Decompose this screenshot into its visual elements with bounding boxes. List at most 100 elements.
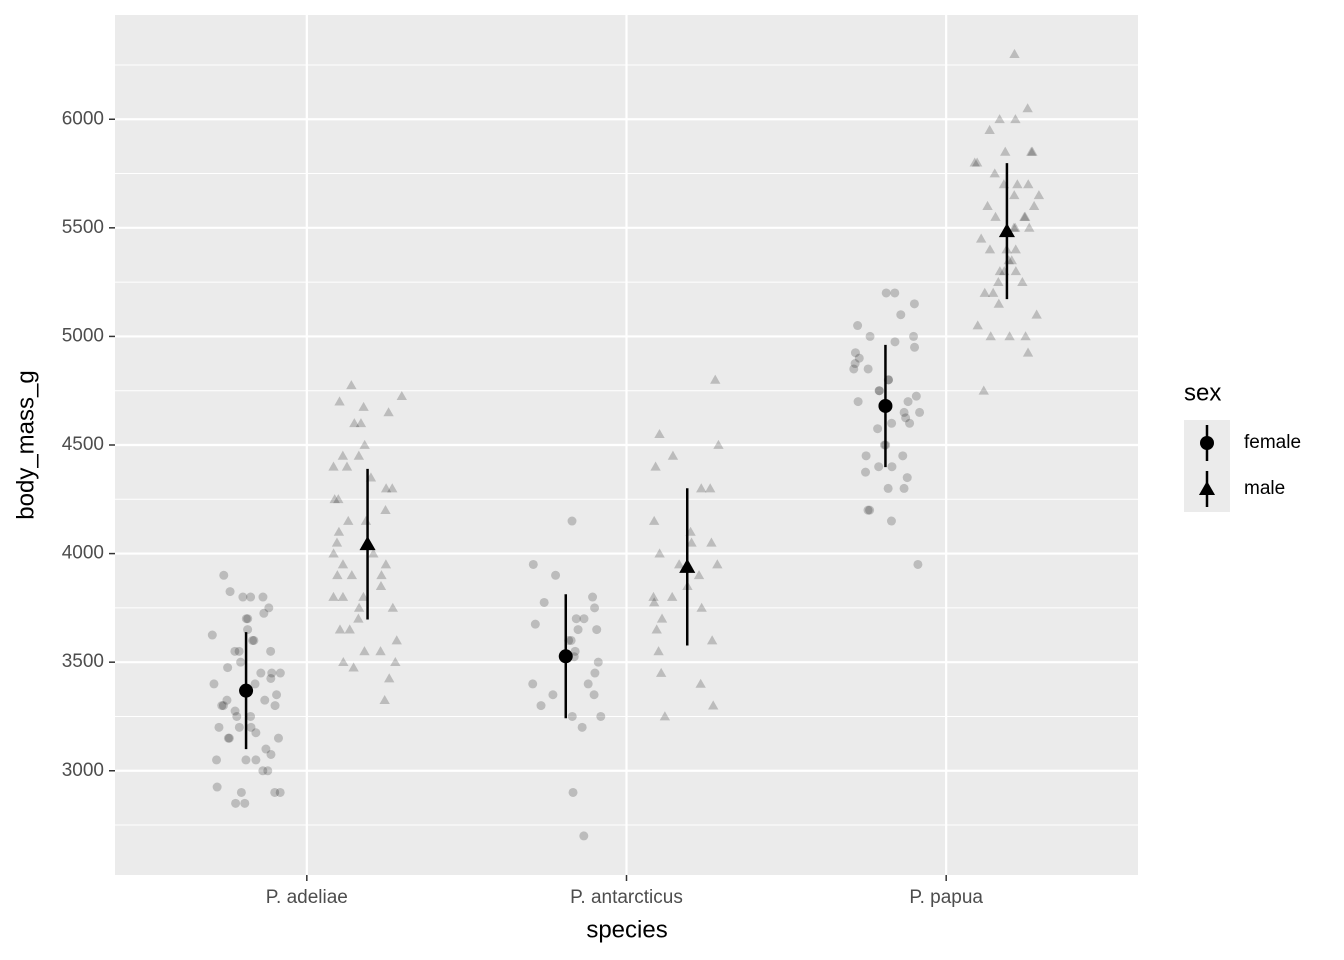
jitter-point	[270, 701, 280, 711]
jitter-point	[243, 625, 253, 635]
jitter-point	[567, 516, 577, 526]
jitter-point	[379, 695, 390, 705]
jitter-point	[648, 591, 659, 601]
jitter-point	[261, 744, 271, 754]
jitter-point	[343, 515, 354, 525]
jitter-point	[696, 483, 707, 493]
jitter-point	[359, 439, 370, 449]
jitter-point	[232, 711, 242, 721]
jitter-point	[873, 424, 883, 434]
jitter-point	[390, 656, 401, 667]
jitter-point	[222, 695, 232, 705]
legend-symbol	[1198, 480, 1216, 496]
jitter-point	[275, 668, 285, 678]
jitter-point	[571, 614, 581, 624]
jitter-point	[259, 608, 269, 618]
y-tick-label: 4000	[62, 543, 104, 564]
jitter-point	[236, 787, 246, 797]
jitter-point	[376, 570, 387, 580]
jitter-point	[273, 733, 283, 743]
mean-point	[359, 536, 376, 551]
jitter-point	[1024, 222, 1035, 232]
jitter-point	[982, 200, 993, 210]
y-axis-title: body_mass_g	[12, 370, 39, 519]
jitter-point	[348, 662, 359, 672]
jitter-point	[573, 625, 583, 635]
jitter-point	[217, 701, 227, 711]
jitter-point	[909, 299, 919, 309]
jitter-point	[1006, 255, 1017, 265]
jitter-point	[910, 342, 920, 352]
jitter-point	[212, 782, 222, 792]
jitter-point	[334, 624, 346, 634]
jitter-point	[260, 695, 270, 705]
jitter-point	[328, 591, 339, 601]
jitter-point	[1026, 146, 1037, 156]
mean-point	[558, 649, 573, 664]
jitter-point	[590, 668, 600, 678]
jitter-point	[258, 766, 268, 776]
jitter-point	[1010, 114, 1021, 124]
jitter-point	[258, 592, 268, 602]
jitter-point	[241, 755, 251, 765]
jitter-point	[548, 690, 558, 700]
jitter-point	[1022, 103, 1033, 113]
jitter-point	[256, 668, 266, 678]
y-tick-label: 5500	[62, 217, 104, 238]
jitter-point	[349, 418, 360, 428]
jitter-point	[993, 298, 1004, 308]
jitter-point	[1028, 200, 1040, 210]
jitter-point	[674, 559, 685, 569]
jitter-point	[219, 570, 229, 580]
mean-point	[878, 398, 893, 413]
jitter-point	[387, 483, 398, 493]
jitter-point	[567, 711, 577, 721]
jitter-point	[865, 505, 875, 515]
jitter-point	[380, 504, 391, 515]
jitter-point	[272, 690, 282, 700]
jitter-point	[590, 603, 600, 613]
jitter-point	[903, 397, 913, 407]
jitter-point	[975, 233, 987, 243]
jitter-point	[234, 646, 244, 656]
jitter-point	[886, 516, 896, 526]
jitter-point	[1008, 222, 1020, 232]
jitter-point	[905, 418, 915, 428]
jitter-point	[706, 635, 718, 645]
jitter-point	[1031, 309, 1042, 319]
jitter-point	[528, 679, 538, 689]
jitter-point	[649, 515, 660, 525]
jitter-point	[209, 679, 219, 689]
y-tick-label: 5000	[62, 325, 104, 346]
jitter-point	[270, 787, 280, 797]
jitter-point	[1009, 48, 1020, 58]
jitter-point	[901, 413, 911, 423]
jitter-point	[238, 592, 248, 602]
jitter-point	[985, 331, 996, 341]
jitter-point	[989, 168, 1000, 178]
jitter-point	[850, 348, 860, 358]
jitter-point	[874, 386, 884, 396]
jitter-point	[994, 266, 1006, 276]
jitter-point	[706, 537, 717, 547]
jitter-point	[887, 462, 897, 472]
jitter-point	[384, 673, 395, 683]
jitter-point	[333, 494, 344, 504]
jitter-point	[577, 722, 587, 732]
jitter-point	[358, 591, 369, 601]
jitter-point	[863, 364, 873, 374]
jitter-point	[984, 244, 996, 254]
jitter-point	[355, 418, 367, 428]
jitter-point	[338, 656, 349, 667]
jitter-point	[375, 646, 386, 656]
jitter-point	[1010, 266, 1022, 276]
jitter-point	[328, 548, 339, 558]
jitter-point	[539, 597, 549, 607]
y-tick-label: 3500	[62, 651, 104, 672]
jitter-point	[596, 711, 606, 721]
jitter-point	[994, 114, 1005, 124]
jitter-point	[913, 559, 923, 569]
jitter-point	[659, 711, 671, 721]
jitter-point	[592, 625, 602, 635]
jitter-point	[375, 580, 387, 591]
